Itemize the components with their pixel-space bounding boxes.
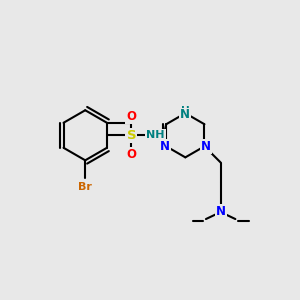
Text: N: N (180, 109, 190, 122)
Text: H: H (181, 106, 190, 116)
Text: Br: Br (78, 182, 92, 192)
Text: N: N (201, 140, 211, 153)
Text: O: O (126, 148, 136, 161)
Text: N: N (160, 140, 170, 153)
Text: O: O (126, 110, 136, 123)
Text: S: S (127, 129, 136, 142)
Text: NH: NH (146, 130, 165, 140)
Text: N: N (216, 205, 226, 218)
